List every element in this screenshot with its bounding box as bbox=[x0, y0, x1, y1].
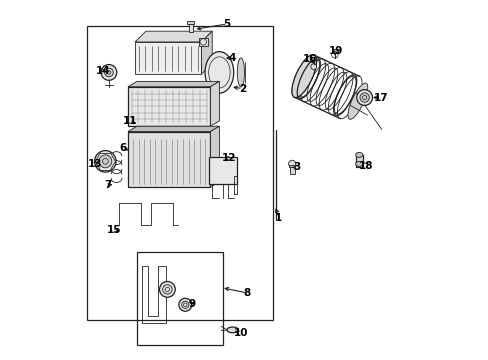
Text: 3: 3 bbox=[292, 162, 300, 172]
Bar bbox=[289, 167, 294, 174]
Circle shape bbox=[288, 160, 295, 167]
Polygon shape bbox=[128, 87, 210, 126]
Circle shape bbox=[101, 64, 117, 80]
Text: 11: 11 bbox=[122, 116, 137, 126]
Bar bbox=[288, 165, 295, 167]
Polygon shape bbox=[128, 81, 219, 87]
Text: 10: 10 bbox=[233, 328, 247, 338]
Bar bbox=[199, 38, 207, 46]
Text: 17: 17 bbox=[373, 93, 387, 103]
Ellipse shape bbox=[355, 152, 362, 157]
Circle shape bbox=[310, 64, 316, 69]
Text: 1: 1 bbox=[274, 213, 282, 222]
Bar bbox=[208, 157, 237, 184]
Circle shape bbox=[359, 93, 368, 102]
Circle shape bbox=[104, 68, 113, 77]
Bar bbox=[331, 49, 337, 53]
Ellipse shape bbox=[355, 161, 362, 166]
Text: 8: 8 bbox=[243, 288, 250, 298]
Ellipse shape bbox=[237, 58, 244, 87]
Text: 16: 16 bbox=[302, 54, 316, 64]
Polygon shape bbox=[135, 31, 212, 42]
Text: 14: 14 bbox=[95, 66, 110, 76]
Text: 9: 9 bbox=[188, 299, 196, 309]
Circle shape bbox=[179, 298, 191, 311]
Text: 19: 19 bbox=[328, 46, 343, 56]
Text: 2: 2 bbox=[239, 84, 246, 94]
Polygon shape bbox=[201, 31, 212, 74]
Polygon shape bbox=[135, 42, 201, 74]
Circle shape bbox=[356, 90, 372, 105]
Text: 13: 13 bbox=[87, 159, 102, 169]
Text: 7: 7 bbox=[104, 180, 112, 190]
Ellipse shape bbox=[226, 327, 238, 333]
Polygon shape bbox=[210, 81, 219, 126]
Text: 18: 18 bbox=[358, 161, 372, 171]
Text: 5: 5 bbox=[223, 19, 230, 29]
Bar bbox=[187, 22, 194, 24]
Bar bbox=[137, 252, 223, 345]
Bar bbox=[355, 155, 362, 167]
Circle shape bbox=[99, 155, 112, 168]
Circle shape bbox=[94, 150, 116, 172]
Circle shape bbox=[159, 282, 175, 297]
Ellipse shape bbox=[204, 51, 233, 93]
Polygon shape bbox=[210, 126, 219, 187]
Bar bbox=[86, 26, 273, 320]
Text: 15: 15 bbox=[106, 225, 121, 235]
Bar bbox=[310, 57, 316, 60]
Text: 6: 6 bbox=[119, 143, 126, 153]
Ellipse shape bbox=[291, 55, 316, 98]
Polygon shape bbox=[128, 132, 210, 187]
Text: 4: 4 bbox=[228, 53, 235, 63]
Ellipse shape bbox=[347, 83, 367, 119]
Polygon shape bbox=[128, 126, 219, 132]
Text: 12: 12 bbox=[222, 153, 236, 163]
Bar bbox=[188, 24, 192, 32]
